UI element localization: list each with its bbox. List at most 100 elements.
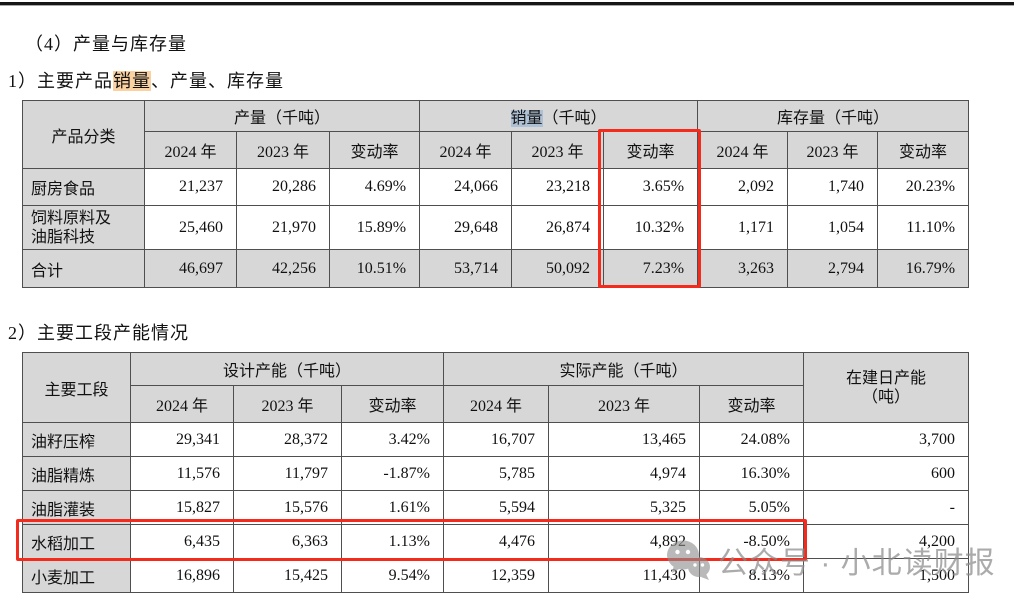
row-label: 油籽压榨 (22, 422, 131, 457)
table1-prod-2024: 2024 年 (144, 131, 237, 169)
table2-group-actual: 实际产能（千吨） (443, 352, 804, 386)
cell: 3.42% (341, 422, 444, 457)
cell: 15,576 (233, 490, 342, 525)
cell: 10.51% (328, 249, 421, 288)
table1-prod-change: 变动率 (328, 131, 421, 169)
cell: 600 (803, 456, 969, 491)
cell: 16.79% (877, 249, 970, 288)
table1-sales-change: 变动率 (603, 131, 699, 169)
table2-group-design: 设计产能（千吨） (130, 352, 444, 386)
table-total-row: 合计 46,697 42,256 10.51% 53,714 50,092 7.… (22, 249, 970, 288)
uc-line1: 在建日产能 (845, 369, 926, 387)
cell: 1,740 (787, 168, 879, 206)
cell: 10.32% (603, 205, 699, 250)
row-label: 饲料原料及 油脂科技 (22, 205, 145, 250)
table1-group-production: 产量（千吨） (143, 100, 421, 132)
cell: 53,714 (419, 249, 513, 288)
cell: 2,794 (787, 249, 879, 288)
cell: 5.05% (699, 490, 804, 525)
cell: 20.23% (877, 168, 970, 206)
row-label: 厨房食品 (22, 168, 145, 206)
cell: 11,576 (130, 456, 234, 491)
cell: 1,171 (697, 205, 789, 250)
cell: 46,697 (144, 249, 237, 288)
subtitle-sales-highlight: 销量 (113, 71, 151, 91)
cell: 15.89% (328, 205, 421, 250)
row-label: 油脂灌装 (22, 490, 131, 525)
table1-header-years: 2024 年 2023 年 变动率 2024 年 2023 年 变动率 2024… (23, 131, 970, 169)
cell: 9.54% (341, 558, 444, 593)
table1-group-inventory: 库存量（千吨） (697, 100, 970, 132)
table-row: 小麦加工 16,896 15,425 9.54% 12,359 11,430 8… (22, 558, 969, 593)
subtitle-prefix: 1）主要产品 (8, 71, 113, 91)
row-label-line2: 油脂科技 (31, 228, 96, 246)
cell: 15,827 (130, 490, 234, 525)
table1-sales-2023: 2023 年 (511, 131, 605, 169)
cell: 24.08% (699, 422, 804, 457)
products-volume-table: 产品分类 产量（千吨） 销量（千吨） 库存量（千吨） 2024 年 2023 年… (22, 100, 970, 288)
row-label: 小麦加工 (22, 558, 131, 593)
cell: 23,218 (511, 168, 605, 206)
cell: 1.13% (341, 524, 444, 559)
cell: 29,341 (130, 422, 234, 457)
cell: 7.23% (603, 249, 699, 288)
cell: 15,425 (233, 558, 342, 593)
subsection-2-title: 2）主要工段产能情况 (8, 323, 189, 343)
cell: 16,707 (443, 422, 549, 457)
cell: 4,476 (443, 524, 549, 559)
cell: 28,372 (233, 422, 342, 457)
table-row-rice-processing: 水稻加工 6,435 6,363 1.13% 4,476 4,892 -8.50… (22, 524, 969, 559)
cell: 20,286 (236, 168, 330, 206)
cell: 6,435 (130, 524, 234, 559)
table-row: 油脂灌装 15,827 15,576 1.61% 5,594 5,325 5.0… (22, 490, 969, 525)
table-row: 饲料原料及 油脂科技 25,460 21,970 15.89% 29,648 26… (22, 205, 970, 250)
cell: 16.30% (699, 456, 804, 491)
capacity-table: 主要工段 设计产能（千吨） 实际产能（千吨） 在建日产能 （吨） 2024 年 2… (22, 352, 969, 593)
cell: 1.61% (341, 490, 444, 525)
cell: 4,974 (548, 456, 700, 491)
cell: 16,896 (130, 558, 234, 593)
cell: 2,092 (697, 168, 789, 206)
table1-inv-change: 变动率 (877, 131, 970, 169)
cell: 11,430 (548, 558, 700, 593)
subtitle-suffix: 、产量、库存量 (151, 71, 284, 91)
cell: 3.65% (603, 168, 699, 206)
cell: 1,500 (803, 558, 969, 593)
cell: 4.69% (328, 168, 421, 206)
cell: 24,066 (419, 168, 513, 206)
table2-actual-change: 变动率 (699, 385, 804, 423)
row-label: 水稻加工 (22, 524, 131, 559)
row-label-line1: 饲料原料及 (31, 209, 112, 227)
table2-col-stage: 主要工段 (22, 352, 131, 423)
table2-design-change: 变动率 (341, 385, 444, 423)
row-label: 油脂精炼 (22, 456, 131, 491)
table2-design-2023: 2023 年 (233, 385, 342, 423)
table2-actual-2024: 2024 年 (443, 385, 549, 423)
cell: 5,785 (443, 456, 549, 491)
sales-highlight: 销量 (510, 110, 543, 127)
cell: 42,256 (236, 249, 330, 288)
table1-sales-2024: 2024 年 (419, 131, 513, 169)
cell: -8.50% (699, 524, 804, 559)
sales-unit: （千吨） (542, 110, 607, 127)
cell: 3,700 (803, 422, 969, 457)
table2-col-under-construction: 在建日产能 （吨） (803, 352, 969, 423)
cell: 21,237 (144, 168, 237, 206)
uc-line2: （吨） (861, 388, 910, 406)
table1-inv-2024: 2024 年 (697, 131, 789, 169)
cell: - (803, 490, 969, 525)
cell: 26,874 (511, 205, 605, 250)
cell: 29,648 (419, 205, 513, 250)
cell: -1.87% (341, 456, 444, 491)
cell: 8.13% (699, 558, 804, 593)
table1-col-product: 产品分类 (22, 100, 145, 169)
cell: 25,460 (144, 205, 237, 250)
cell: 11.10% (877, 205, 970, 250)
cell: 12,359 (443, 558, 549, 593)
cell: 5,594 (443, 490, 549, 525)
table1-prod-2023: 2023 年 (236, 131, 330, 169)
cell: 6,363 (233, 524, 342, 559)
table-row: 厨房食品 21,237 20,286 4.69% 24,066 23,218 3… (22, 168, 970, 206)
cell: 1,054 (787, 205, 879, 250)
cell: 4,200 (803, 524, 969, 559)
